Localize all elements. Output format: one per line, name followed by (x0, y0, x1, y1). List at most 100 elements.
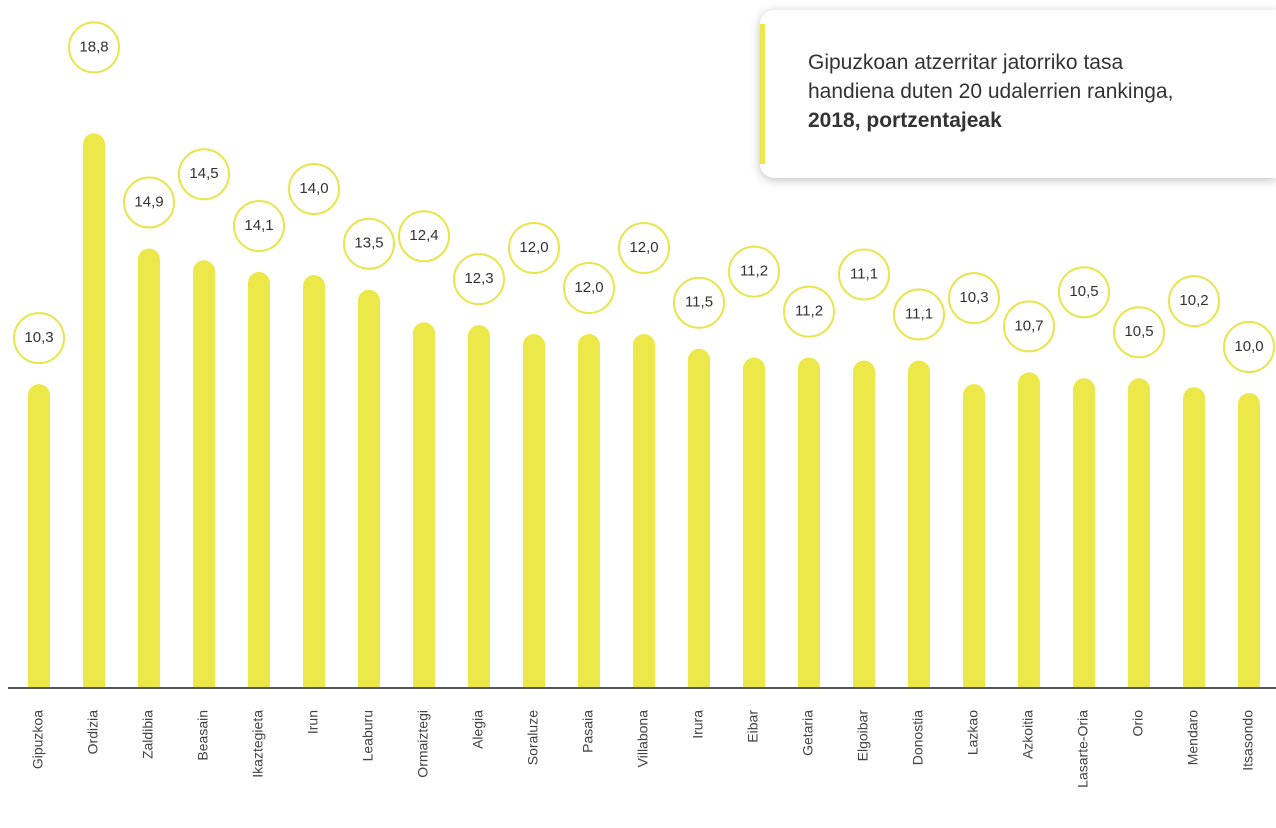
value-label: 10,3 (24, 329, 53, 346)
x-tick-label: Villabona (635, 710, 651, 768)
x-tick-label: Ormaiztegi (415, 710, 431, 778)
bar (853, 360, 875, 688)
value-badge (398, 210, 450, 263)
x-tick-label: Irura (690, 710, 706, 739)
value-badge (123, 176, 175, 229)
bar (1128, 378, 1150, 688)
value-badge (838, 248, 890, 301)
bar (83, 133, 105, 688)
bar (963, 384, 985, 688)
value-label: 11,5 (685, 294, 713, 311)
value-label: 14,1 (244, 217, 273, 234)
x-tick-label: Orio (1130, 710, 1146, 737)
bar (248, 272, 270, 688)
value-label: 10,7 (1014, 317, 1043, 334)
bar (798, 357, 820, 688)
x-tick-label: Elgoibar (855, 710, 871, 762)
x-tick-label: Ikaztegieta (250, 710, 266, 778)
value-label: 10,2 (1179, 292, 1208, 309)
value-label: 13,5 (354, 235, 383, 252)
value-badge (728, 245, 780, 298)
value-badge (68, 21, 120, 74)
value-badge (1168, 275, 1220, 328)
title-line: Gipuzkoan atzerritar jatorriko tasa (808, 51, 1124, 74)
title-emphasis: 2018, portzentajeak (808, 109, 1002, 132)
value-label: 14,9 (134, 193, 163, 210)
x-tick-label: Leaburu (360, 710, 376, 761)
x-tick-label: Alegia (470, 710, 486, 749)
value-badge (178, 148, 230, 201)
value-badge (1003, 300, 1055, 353)
value-label: 10,0 (1234, 338, 1263, 355)
x-tick-label: Zaldibia (140, 710, 156, 759)
x-tick-label: Soraluze (525, 710, 541, 765)
title-line: handiena duten 20 udalerrien rankinga, (808, 80, 1174, 103)
bar (743, 357, 765, 688)
value-label: 10,5 (1124, 323, 1153, 340)
value-badge (673, 276, 725, 329)
value-badge (893, 288, 945, 341)
bar (1183, 387, 1205, 688)
bar (908, 360, 930, 688)
x-tick-label: Irun (305, 710, 321, 734)
title-card: Gipuzkoan atzerritar jatorriko tasa hand… (760, 10, 1276, 178)
x-tick-label: Lasarte-Oria (1075, 710, 1091, 788)
bar (303, 275, 325, 688)
x-tick-label: Mendaro (1185, 710, 1201, 765)
value-label: 11,2 (740, 263, 768, 280)
title: Gipuzkoan atzerritar jatorriko tasa hand… (808, 48, 1173, 135)
value-badge (13, 312, 65, 365)
value-badge (618, 222, 670, 274)
bar (193, 260, 215, 688)
bar (523, 334, 545, 688)
x-tick-label: Getaria (800, 710, 816, 756)
value-label: 12,3 (464, 270, 493, 287)
bar (633, 334, 655, 688)
value-label: 10,5 (1069, 283, 1098, 300)
bar (1073, 378, 1095, 688)
x-tick-label: Lazkao (965, 710, 981, 755)
x-tick-label: Pasaia (580, 710, 596, 753)
value-badge (783, 285, 835, 338)
x-tick-label: Donostia (910, 710, 926, 765)
value-label: 14,0 (299, 180, 328, 197)
value-label: 11,1 (905, 306, 933, 323)
x-tick-label: Beasain (195, 710, 211, 761)
bar (1018, 372, 1040, 688)
x-tick-label: Itsasondo (1240, 710, 1256, 771)
bar (138, 248, 160, 688)
value-badge (343, 217, 395, 270)
x-tick-label: Azkoitia (1020, 710, 1036, 759)
bar (28, 384, 50, 688)
accent-bar (760, 24, 765, 164)
value-label: 12,0 (519, 239, 548, 256)
value-label: 18,8 (79, 38, 108, 55)
value-badge (1223, 321, 1275, 373)
value-badge (563, 262, 615, 314)
x-tick-label: Ordizia (85, 710, 101, 755)
value-label: 12,4 (409, 227, 438, 244)
value-label: 10,3 (959, 289, 988, 306)
value-badge (1058, 266, 1110, 319)
value-label: 14,5 (189, 165, 218, 182)
bar (578, 334, 600, 688)
value-badge (948, 272, 1000, 325)
value-badge (1113, 306, 1165, 359)
value-label: 12,0 (574, 279, 603, 296)
x-tick-label: Eibar (745, 710, 761, 743)
value-badge (508, 222, 560, 274)
bar (1238, 393, 1260, 688)
x-tick-label: Gipuzkoa (30, 710, 46, 769)
value-label: 11,2 (795, 303, 823, 320)
value-badge (288, 163, 340, 215)
bar (468, 325, 490, 688)
value-label: 11,1 (850, 266, 878, 283)
bar (413, 322, 435, 688)
value-label: 12,0 (629, 239, 658, 256)
value-badge (233, 200, 285, 253)
value-badge (453, 253, 505, 306)
bar (688, 348, 710, 688)
bar (358, 289, 380, 688)
